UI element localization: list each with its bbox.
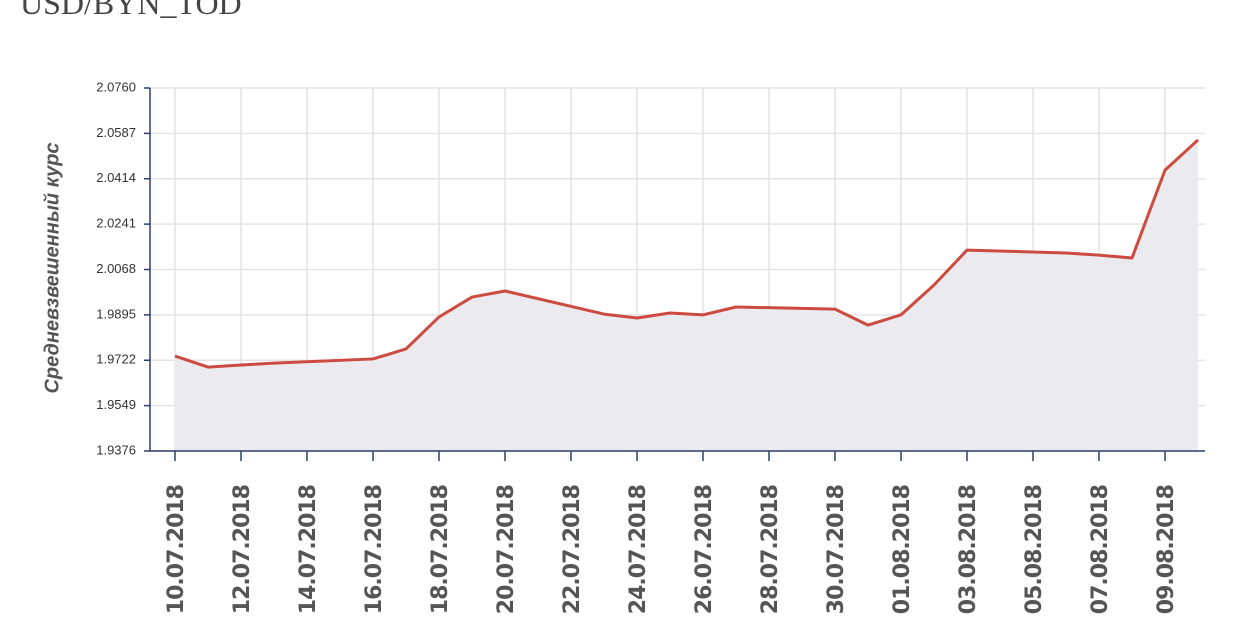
x-tick-label: 30.07.2018: [824, 485, 849, 614]
y-tick-label: 1.9722: [96, 352, 136, 367]
area: [175, 139, 1198, 452]
x-tick-label: 28.07.2018: [758, 485, 783, 614]
x-tick-label: 03.08.2018: [956, 485, 981, 614]
x-tick-label: 09.08.2018: [1154, 485, 1179, 614]
y-tick-label: 2.0241: [96, 216, 136, 231]
y-tick-label: 2.0587: [96, 125, 136, 140]
chart-title: USD/BYN_TOD: [20, 0, 242, 21]
x-tick-label: 24.07.2018: [626, 485, 651, 614]
x-tick-label: 01.08.2018: [890, 485, 915, 614]
x-tick-label: 05.08.2018: [1022, 485, 1047, 614]
y-axis-label: Средневзвешенный курс: [41, 142, 63, 393]
x-tick-label: 10.07.2018: [164, 485, 189, 614]
line: [174, 138, 1200, 369]
x-tick-label: 12.07.2018: [230, 485, 255, 614]
x-tick-label: 26.07.2018: [692, 485, 717, 614]
y-tick-label: 2.0414: [96, 170, 136, 185]
x-tick-label: 18.07.2018: [428, 485, 453, 614]
y-tick-label: 1.9376: [96, 442, 136, 457]
y-tick-label: 1.9895: [96, 306, 136, 321]
x-tick-label: 16.07.2018: [362, 485, 387, 614]
y-tick-label: 2.0760: [96, 79, 136, 94]
y-tick-label: 1.9549: [96, 397, 136, 412]
x-tick-label: 07.08.2018: [1088, 485, 1113, 614]
x-tick-label: 14.07.2018: [296, 485, 321, 614]
x-tick-label: 22.07.2018: [560, 485, 585, 614]
y-tick-label: 2.0068: [96, 261, 136, 276]
x-tick-label: 20.07.2018: [494, 485, 519, 614]
